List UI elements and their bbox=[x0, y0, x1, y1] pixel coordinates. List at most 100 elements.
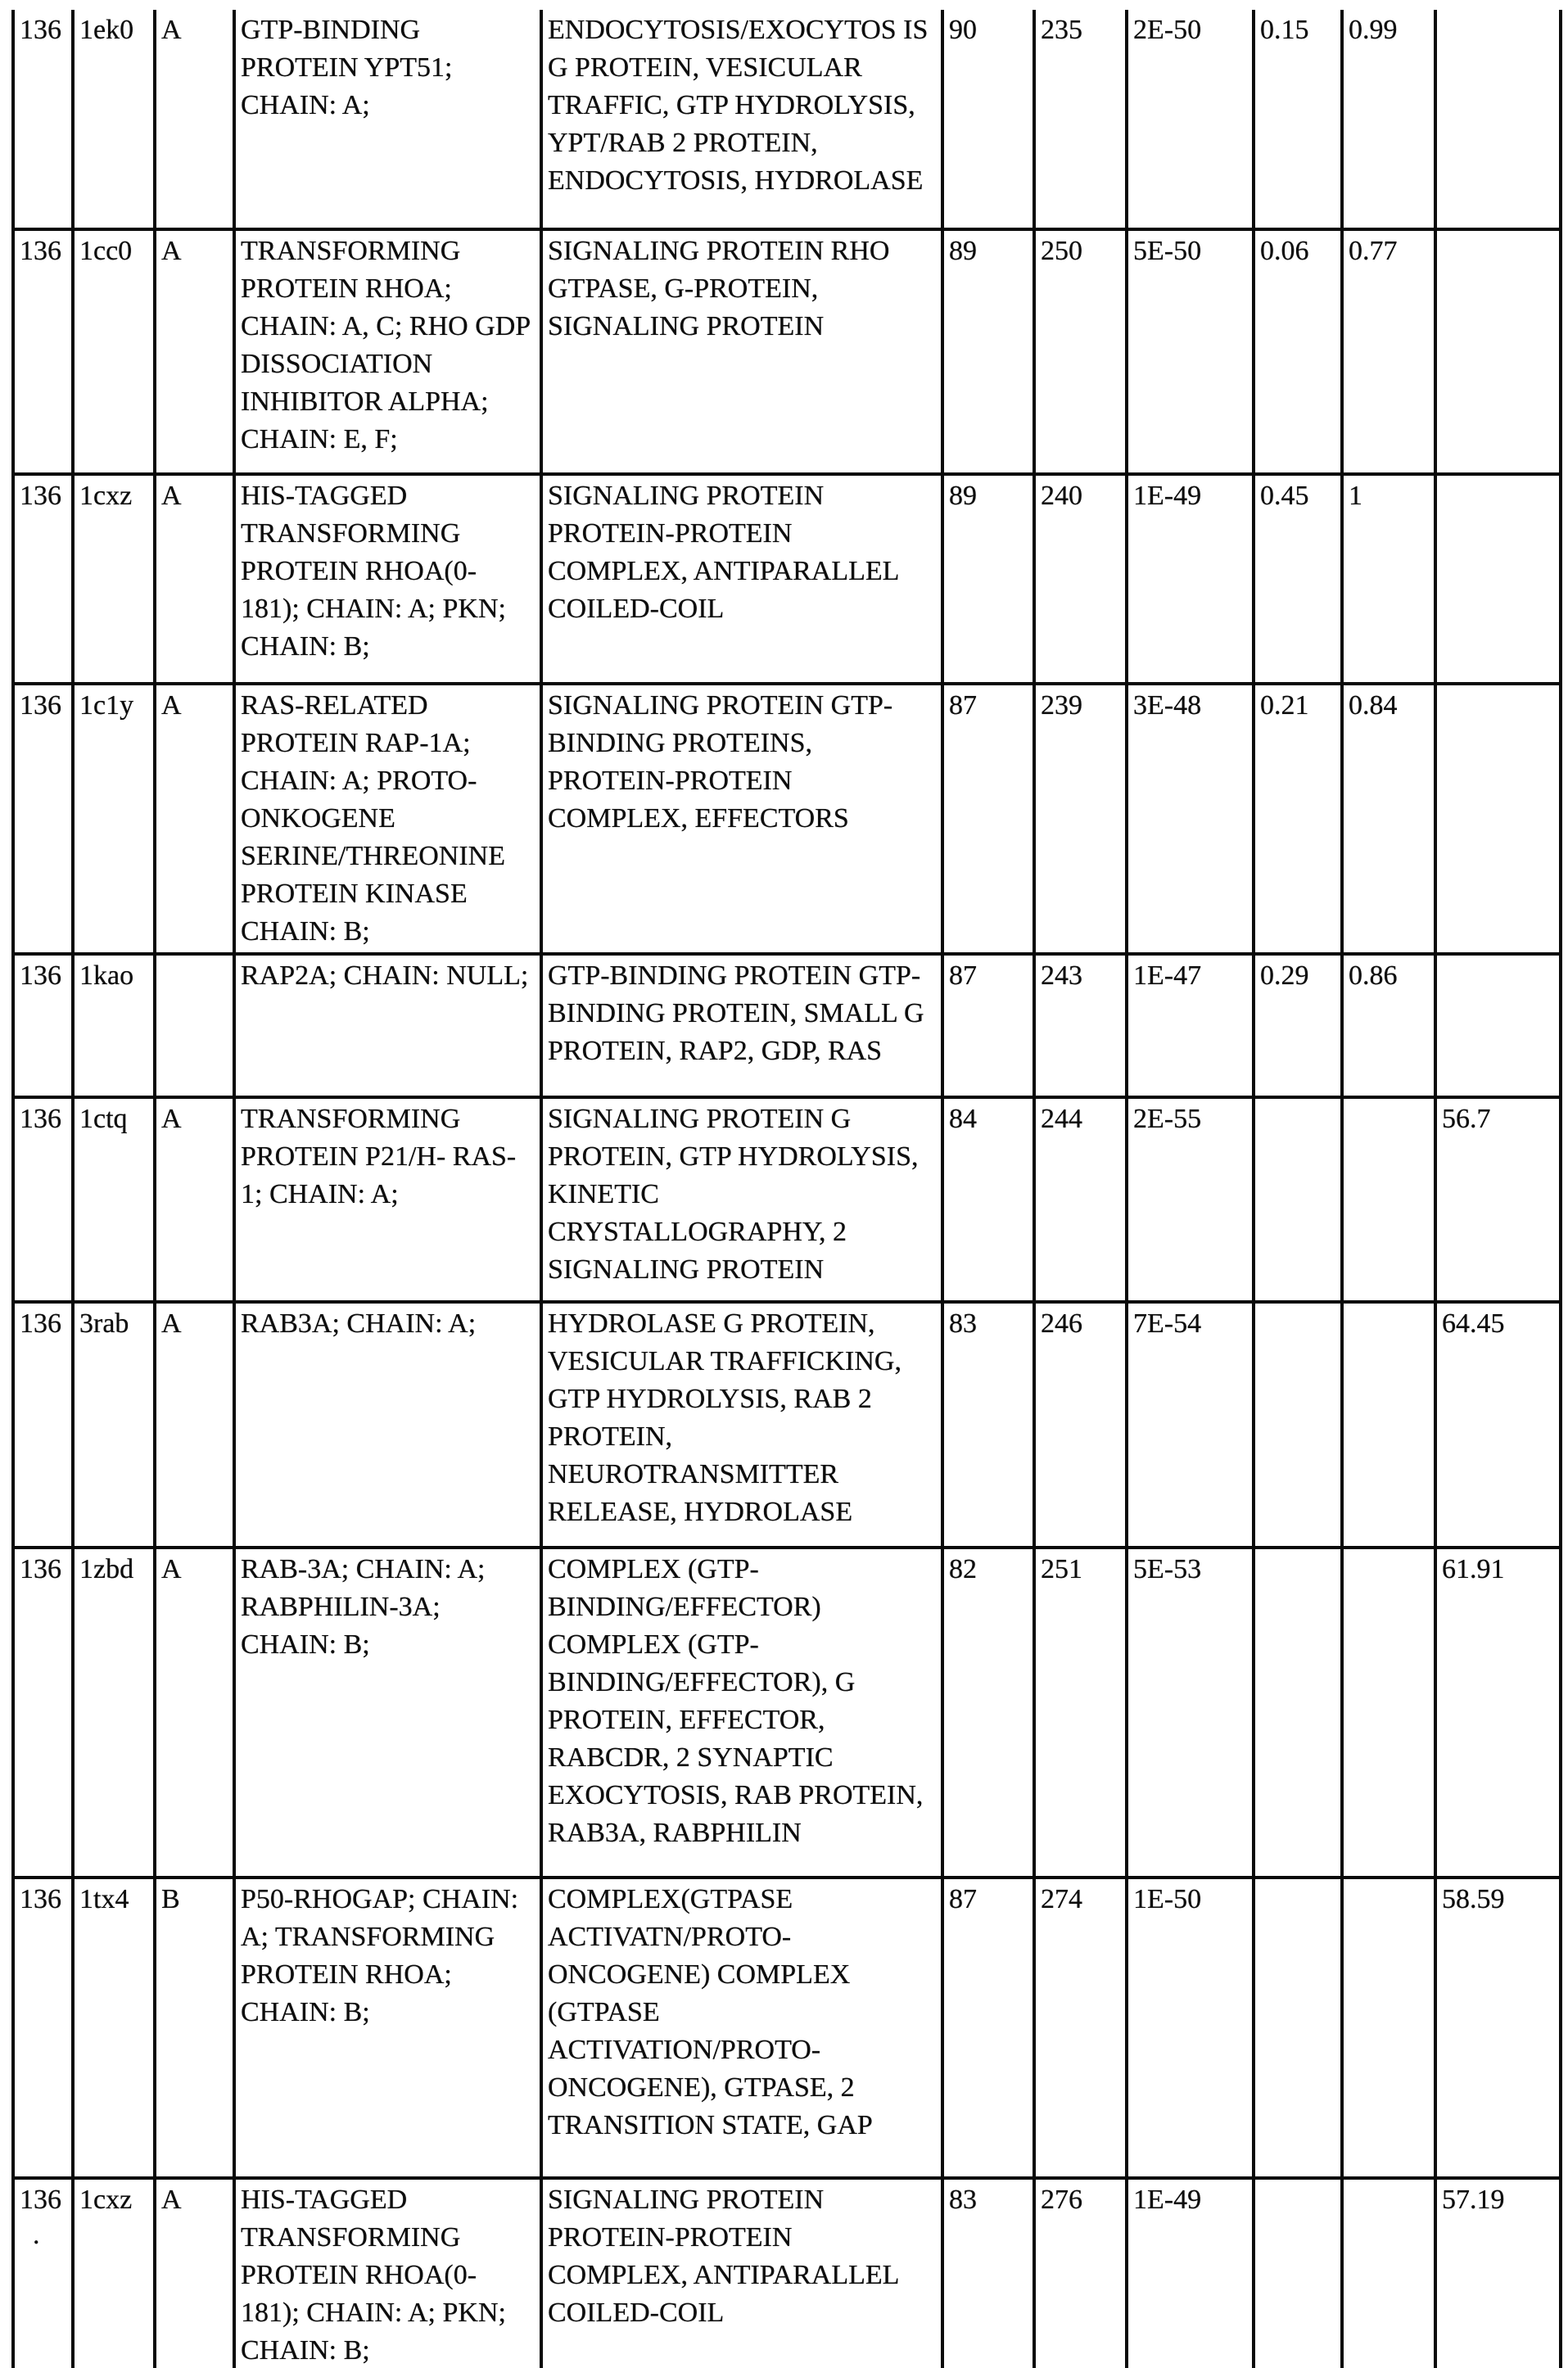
cell-protein-name: RAP2A; CHAIN: NULL; bbox=[233, 952, 543, 1099]
cell-num-3: 0.21 bbox=[1252, 682, 1344, 956]
cell-num-3 bbox=[1252, 1876, 1344, 2180]
cell-num-5: 64.45 bbox=[1434, 1300, 1562, 1549]
protein-hits-table: 136 1ek0 A GTP-BINDING PROTEIN YPT51; CH… bbox=[11, 10, 1562, 2368]
cell-pdb-id: 3rab bbox=[71, 1300, 156, 1549]
cell-num-5 bbox=[1434, 10, 1562, 231]
cell-protein-name: RAB-3A; CHAIN: A; RABPHILIN-3A; CHAIN: B… bbox=[233, 1546, 543, 1879]
cell-num-4 bbox=[1340, 1546, 1437, 1879]
cell-num-2: 235 bbox=[1033, 10, 1128, 231]
table-row: 136 1zbd A RAB-3A; CHAIN: A; RABPHILIN-3… bbox=[11, 1546, 1562, 1879]
cell-keywords: SIGNALING PROTEIN PROTEIN-PROTEIN COMPLE… bbox=[540, 472, 944, 685]
cell-chain-id: A bbox=[153, 472, 236, 685]
table-row: 136 1kao RAP2A; CHAIN: NULL; GTP-BINDING… bbox=[11, 952, 1562, 1099]
cell-protein-name: P50-RHOGAP; CHAIN: A; TRANSFORMING PROTE… bbox=[233, 1876, 543, 2180]
cell-evalue: 1E-49 bbox=[1125, 2176, 1255, 2368]
cell-entry-number: 136 bbox=[11, 1876, 75, 2180]
cell-pdb-id: 1zbd bbox=[71, 1546, 156, 1879]
cell-keywords: SIGNALING PROTEIN PROTEIN-PROTEIN COMPLE… bbox=[540, 2176, 944, 2368]
cell-evalue: 5E-53 bbox=[1125, 1546, 1255, 1879]
cell-keywords: HYDROLASE G PROTEIN, VESICULAR TRAFFICKI… bbox=[540, 1300, 944, 1549]
cell-num-2: 239 bbox=[1033, 682, 1128, 956]
cell-num-1: 82 bbox=[941, 1546, 1036, 1879]
cell-keywords: ENDOCYTOSIS/EXOCYTOS IS G PROTEIN, VESIC… bbox=[540, 10, 944, 231]
cell-num-1: 87 bbox=[941, 952, 1036, 1099]
cell-pdb-id: 1ctq bbox=[71, 1096, 156, 1304]
cell-num-3 bbox=[1252, 1546, 1344, 1879]
cell-num-5: 57.19 bbox=[1434, 2176, 1562, 2368]
cell-protein-name: HIS-TAGGED TRANSFORMING PROTEIN RHOA(0- … bbox=[233, 472, 543, 685]
cell-pdb-id: 1cc0 bbox=[71, 228, 156, 476]
cell-entry-number: 136 bbox=[11, 228, 75, 476]
cell-entry-number: 136 bbox=[11, 952, 75, 1099]
cell-pdb-id: 1ek0 bbox=[71, 10, 156, 231]
cell-num-3 bbox=[1252, 1300, 1344, 1549]
cell-num-5 bbox=[1434, 952, 1562, 1099]
cell-chain-id: A bbox=[153, 1300, 236, 1549]
cell-num-5: 61.91 bbox=[1434, 1546, 1562, 1879]
cell-entry-number: 136 bbox=[11, 1096, 75, 1304]
cell-evalue: 1E-47 bbox=[1125, 952, 1255, 1099]
cell-protein-name: RAB3A; CHAIN: A; bbox=[233, 1300, 543, 1549]
cell-num-5 bbox=[1434, 472, 1562, 685]
cell-num-1: 83 bbox=[941, 2176, 1036, 2368]
cell-entry-number: 136. bbox=[11, 2176, 75, 2368]
cell-num-5 bbox=[1434, 228, 1562, 476]
table-row: 136. 1cxz A HIS-TAGGED TRANSFORMING PROT… bbox=[11, 2176, 1562, 2368]
cell-num-3: 0.15 bbox=[1252, 10, 1344, 231]
cell-entry-number: 136 bbox=[11, 1546, 75, 1879]
cell-num-1: 90 bbox=[941, 10, 1036, 231]
cell-pdb-id: 1cxz bbox=[71, 472, 156, 685]
cell-pdb-id: 1cxz bbox=[71, 2176, 156, 2368]
cell-chain-id: A bbox=[153, 2176, 236, 2368]
cell-num-2: 274 bbox=[1033, 1876, 1128, 2180]
cell-num-5: 58.59 bbox=[1434, 1876, 1562, 2180]
cell-num-1: 84 bbox=[941, 1096, 1036, 1304]
cell-chain-id bbox=[153, 952, 236, 1099]
cell-num-3 bbox=[1252, 2176, 1344, 2368]
cell-num-2: 244 bbox=[1033, 1096, 1128, 1304]
cell-num-4 bbox=[1340, 1876, 1437, 2180]
cell-protein-name: HIS-TAGGED TRANSFORMING PROTEIN RHOA(0- … bbox=[233, 2176, 543, 2368]
cell-evalue: 1E-49 bbox=[1125, 472, 1255, 685]
cell-pdb-id: 1tx4 bbox=[71, 1876, 156, 2180]
cell-num-4 bbox=[1340, 1300, 1437, 1549]
table-row: 136 1ek0 A GTP-BINDING PROTEIN YPT51; CH… bbox=[11, 10, 1562, 231]
cell-num-4 bbox=[1340, 2176, 1437, 2368]
cell-pdb-id: 1kao bbox=[71, 952, 156, 1099]
cell-evalue: 5E-50 bbox=[1125, 228, 1255, 476]
table-row: 136 3rab A RAB3A; CHAIN: A; HYDROLASE G … bbox=[11, 1300, 1562, 1549]
cell-num-1: 87 bbox=[941, 682, 1036, 956]
table-row: 136 1ctq A TRANSFORMING PROTEIN P21/H- R… bbox=[11, 1096, 1562, 1304]
cell-num-4: 1 bbox=[1340, 472, 1437, 685]
cell-num-4: 0.86 bbox=[1340, 952, 1437, 1099]
cell-evalue: 2E-50 bbox=[1125, 10, 1255, 231]
cell-protein-name: TRANSFORMING PROTEIN P21/H- RAS-1; CHAIN… bbox=[233, 1096, 543, 1304]
table-row: 136 1cxz A HIS-TAGGED TRANSFORMING PROTE… bbox=[11, 472, 1562, 685]
cell-entry-number: 136 bbox=[11, 682, 75, 956]
cell-entry-number: 136 bbox=[11, 10, 75, 231]
cell-evalue: 7E-54 bbox=[1125, 1300, 1255, 1549]
cell-num-3: 0.29 bbox=[1252, 952, 1344, 1099]
cell-chain-id: A bbox=[153, 10, 236, 231]
cell-keywords: SIGNALING PROTEIN G PROTEIN, GTP HYDROLY… bbox=[540, 1096, 944, 1304]
table-row: 136 1cc0 A TRANSFORMING PROTEIN RHOA; CH… bbox=[11, 228, 1562, 476]
cell-chain-id: A bbox=[153, 1096, 236, 1304]
cell-num-3: 0.45 bbox=[1252, 472, 1344, 685]
cell-protein-name: GTP-BINDING PROTEIN YPT51; CHAIN: A; bbox=[233, 10, 543, 231]
cell-pdb-id: 1c1y bbox=[71, 682, 156, 956]
cell-num-2: 250 bbox=[1033, 228, 1128, 476]
cell-num-1: 87 bbox=[941, 1876, 1036, 2180]
cell-num-1: 89 bbox=[941, 228, 1036, 476]
cell-chain-id: B bbox=[153, 1876, 236, 2180]
cell-num-1: 83 bbox=[941, 1300, 1036, 1549]
cell-num-2: 251 bbox=[1033, 1546, 1128, 1879]
cell-num-2: 246 bbox=[1033, 1300, 1128, 1549]
table-row: 136 1c1y A RAS-RELATED PROTEIN RAP-1A; C… bbox=[11, 682, 1562, 956]
cell-entry-number: 136 bbox=[11, 472, 75, 685]
cell-num-3: 0.06 bbox=[1252, 228, 1344, 476]
table-row: 136 1tx4 B P50-RHOGAP; CHAIN: A; TRANSFO… bbox=[11, 1876, 1562, 2180]
cell-keywords: GTP-BINDING PROTEIN GTP-BINDING PROTEIN,… bbox=[540, 952, 944, 1099]
cell-evalue: 2E-55 bbox=[1125, 1096, 1255, 1304]
cell-evalue: 1E-50 bbox=[1125, 1876, 1255, 2180]
